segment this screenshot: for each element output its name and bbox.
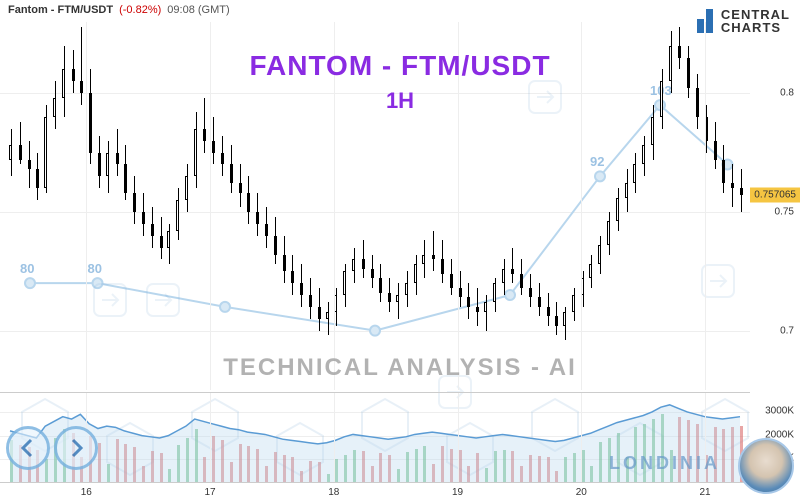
- volume-bar: [362, 451, 365, 483]
- pct-change: (-0.82%): [119, 4, 161, 16]
- volume-bar: [239, 444, 242, 483]
- x-tick: 16: [81, 487, 92, 498]
- pair-name: Fantom - FTM/USDT: [8, 4, 113, 16]
- volume-bar: [256, 449, 259, 483]
- volume-bar: [485, 468, 488, 483]
- volume-bar: [494, 451, 497, 483]
- volume-bar: [177, 445, 180, 483]
- nav-next-button[interactable]: [54, 426, 98, 470]
- volume-bar: [406, 452, 409, 483]
- volume-bar: [344, 455, 347, 483]
- volume-bar: [599, 442, 602, 483]
- volume-bar: [309, 461, 312, 484]
- volume-bar: [45, 459, 48, 483]
- watermark-icon: [525, 77, 565, 117]
- volume-bar: [423, 446, 426, 483]
- volume-bar: [590, 466, 593, 483]
- volume-ytick: 3000K: [765, 405, 794, 416]
- volume-bar: [564, 457, 567, 483]
- volume-bar: [467, 466, 470, 483]
- volume-bar: [476, 453, 479, 483]
- volume-bar: [353, 450, 356, 483]
- volume-bar: [203, 457, 206, 483]
- volume-bar: [133, 447, 136, 483]
- volume-bar: [547, 457, 550, 483]
- price-yaxis: 0.7 0.75 0.8 0.757065: [750, 22, 800, 390]
- overlay-value: 92: [590, 154, 604, 169]
- price-ytick: 0.8: [780, 88, 794, 99]
- volume-bar: [195, 429, 198, 483]
- volume-bar: [459, 450, 462, 483]
- volume-bar: [731, 427, 734, 483]
- volume-bar: [247, 446, 250, 483]
- current-price-tag: 0.757065: [750, 188, 800, 203]
- volume-bar: [397, 469, 400, 483]
- ai-avatar[interactable]: [738, 438, 794, 494]
- volume-bar: [98, 443, 101, 483]
- volume-bar: [212, 436, 215, 483]
- x-tick: 17: [204, 487, 215, 498]
- header-bar: Fantom - FTM/USDT (-0.82%) 09:08 (GMT): [0, 0, 800, 20]
- watermark-icon: [698, 261, 738, 301]
- watermark-icon: [90, 280, 130, 320]
- volume-bar: [415, 449, 418, 483]
- volume-bar: [151, 451, 154, 483]
- watermark-icon: [143, 280, 183, 320]
- volume-bar: [283, 455, 286, 483]
- londinia-brand: LONDINIA: [609, 453, 720, 474]
- volume-bar: [432, 464, 435, 483]
- volume-bar: [291, 457, 294, 483]
- volume-bar: [538, 456, 541, 483]
- hexagon-watermark-icon: [105, 421, 155, 477]
- x-axis: 16 17 18 19 20 21: [0, 482, 750, 500]
- volume-bar: [388, 455, 391, 483]
- volume-bar: [107, 464, 110, 483]
- volume-bar: [335, 459, 338, 483]
- volume-bar: [221, 440, 224, 483]
- price-chart[interactable]: 808092103: [0, 22, 750, 390]
- volume-bar: [116, 439, 119, 483]
- volume-bar: [160, 453, 163, 483]
- hexagon-watermark-icon: [360, 397, 410, 453]
- volume-bar: [573, 453, 576, 483]
- volume-bar: [441, 446, 444, 483]
- volume-bar: [142, 466, 145, 483]
- volume-bar: [168, 469, 171, 483]
- volume-bar: [450, 449, 453, 483]
- volume-bar: [722, 429, 725, 483]
- x-tick: 18: [328, 487, 339, 498]
- price-ytick: 0.7: [780, 325, 794, 336]
- nav-prev-button[interactable]: [6, 426, 50, 470]
- volume-bar: [265, 466, 268, 483]
- volume-bar: [186, 438, 189, 483]
- timestamp: 09:08 (GMT): [167, 4, 229, 16]
- volume-bar: [511, 451, 514, 483]
- price-ytick: 0.75: [775, 206, 794, 217]
- volume-bar: [520, 466, 523, 483]
- volume-bar: [371, 466, 374, 483]
- volume-bar: [529, 455, 532, 483]
- volume-bar: [503, 450, 506, 483]
- overlay-value: 80: [88, 261, 102, 276]
- x-tick: 19: [452, 487, 463, 498]
- volume-bar: [379, 453, 382, 483]
- arrow-left-icon: [16, 436, 40, 460]
- x-tick: 21: [699, 487, 710, 498]
- arrow-right-icon: [64, 436, 88, 460]
- volume-bar: [230, 462, 233, 483]
- volume-bar: [318, 462, 321, 483]
- volume-bar: [124, 444, 127, 483]
- overlay-value: 80: [20, 261, 34, 276]
- x-tick: 20: [576, 487, 587, 498]
- hexagon-watermark-icon: [530, 397, 580, 453]
- volume-bar: [274, 452, 277, 483]
